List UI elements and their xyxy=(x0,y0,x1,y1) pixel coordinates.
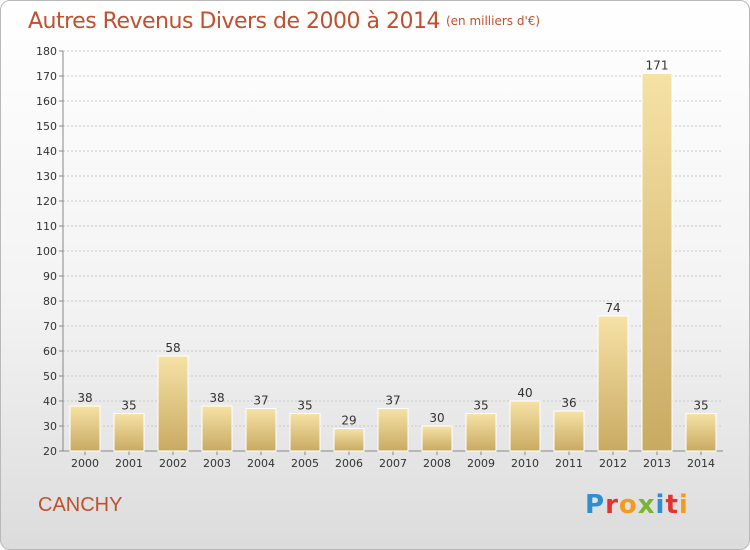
data-label: 35 xyxy=(121,399,136,413)
bar xyxy=(553,410,585,452)
x-tick-label: 2009 xyxy=(467,457,495,470)
y-tick-label: 110 xyxy=(36,220,57,233)
bar xyxy=(377,408,409,452)
y-tick-label: 50 xyxy=(43,370,57,383)
bars xyxy=(69,73,717,452)
labels: 20 30 40 50 60 70 80 90 100 110 120 130 140 150 160 170… xyxy=(36,45,715,470)
data-label: 37 xyxy=(385,394,400,408)
bar xyxy=(421,425,453,452)
logo-letter: P xyxy=(585,490,606,520)
chart-unit: (en milliers d'€) xyxy=(445,14,541,28)
chart-title: Autres Revenus Divers de 2000 à 2014 (en … xyxy=(28,9,540,34)
x-tick-label: 2012 xyxy=(599,457,627,470)
x-tick-label: 2001 xyxy=(115,457,143,470)
x-tick-label: 2002 xyxy=(159,457,187,470)
y-tick-label: 80 xyxy=(43,295,57,308)
bar xyxy=(289,413,321,452)
data-label: 36 xyxy=(561,396,576,410)
x-tick-label: 2014 xyxy=(687,457,715,470)
bar xyxy=(69,405,101,452)
data-label: 171 xyxy=(646,59,669,73)
y-tick-label: 130 xyxy=(36,170,57,183)
y-tick-label: 140 xyxy=(36,145,57,158)
logo-letter: t xyxy=(665,490,679,520)
data-label: 30 xyxy=(429,411,444,425)
x-tick-label: 2003 xyxy=(203,457,231,470)
logo-letter: o xyxy=(618,490,638,520)
data-label: 37 xyxy=(253,394,268,408)
bar xyxy=(465,413,497,452)
x-tick-label: 2006 xyxy=(335,457,363,470)
data-label: 35 xyxy=(473,399,488,413)
y-tick-label: 60 xyxy=(43,345,57,358)
y-tick-label: 70 xyxy=(43,320,57,333)
x-tick-label: 2000 xyxy=(71,457,99,470)
data-label: 29 xyxy=(341,414,356,428)
data-label: 35 xyxy=(297,399,312,413)
y-tick-label: 120 xyxy=(36,195,57,208)
y-tick-label: 180 xyxy=(36,45,57,58)
y-tick-label: 40 xyxy=(43,395,57,408)
x-tick-label: 2011 xyxy=(555,457,583,470)
bar xyxy=(245,408,277,452)
bar xyxy=(157,355,189,452)
x-tick-label: 2005 xyxy=(291,457,319,470)
logo-letter: r xyxy=(605,490,619,520)
y-tick-label: 100 xyxy=(36,245,57,258)
bar xyxy=(509,400,541,452)
y-tick-label: 30 xyxy=(43,420,57,433)
bar xyxy=(201,405,233,452)
data-label: 40 xyxy=(517,386,532,400)
data-label: 58 xyxy=(165,341,180,355)
y-tick-label: 90 xyxy=(43,270,57,283)
bar xyxy=(113,413,145,452)
commune-name: CANCHY xyxy=(38,494,123,516)
chart-title-text: Autres Revenus Divers de 2000 à 2014 xyxy=(28,9,440,34)
logo-letter: i xyxy=(655,490,666,520)
bar xyxy=(641,73,673,452)
data-label: 38 xyxy=(77,391,92,405)
y-tick-label: 170 xyxy=(36,70,57,83)
y-tick-label: 160 xyxy=(36,95,57,108)
x-tick-label: 2008 xyxy=(423,457,451,470)
x-tick-label: 2013 xyxy=(643,457,671,470)
data-label: 38 xyxy=(209,391,224,405)
y-tick-label: 20 xyxy=(43,445,57,458)
logo-letter: x xyxy=(637,490,656,520)
bar xyxy=(597,315,629,452)
proxiti-logo: Proxiti xyxy=(585,490,689,520)
x-tick-label: 2007 xyxy=(379,457,407,470)
bar xyxy=(333,428,365,452)
data-label: 74 xyxy=(605,301,620,315)
data-label: 35 xyxy=(693,399,708,413)
logo-letter: i xyxy=(678,490,689,520)
y-tick-label: 150 xyxy=(36,120,57,133)
x-tick-label: 2004 xyxy=(247,457,275,470)
bar xyxy=(685,413,717,452)
x-tick-label: 2010 xyxy=(511,457,539,470)
